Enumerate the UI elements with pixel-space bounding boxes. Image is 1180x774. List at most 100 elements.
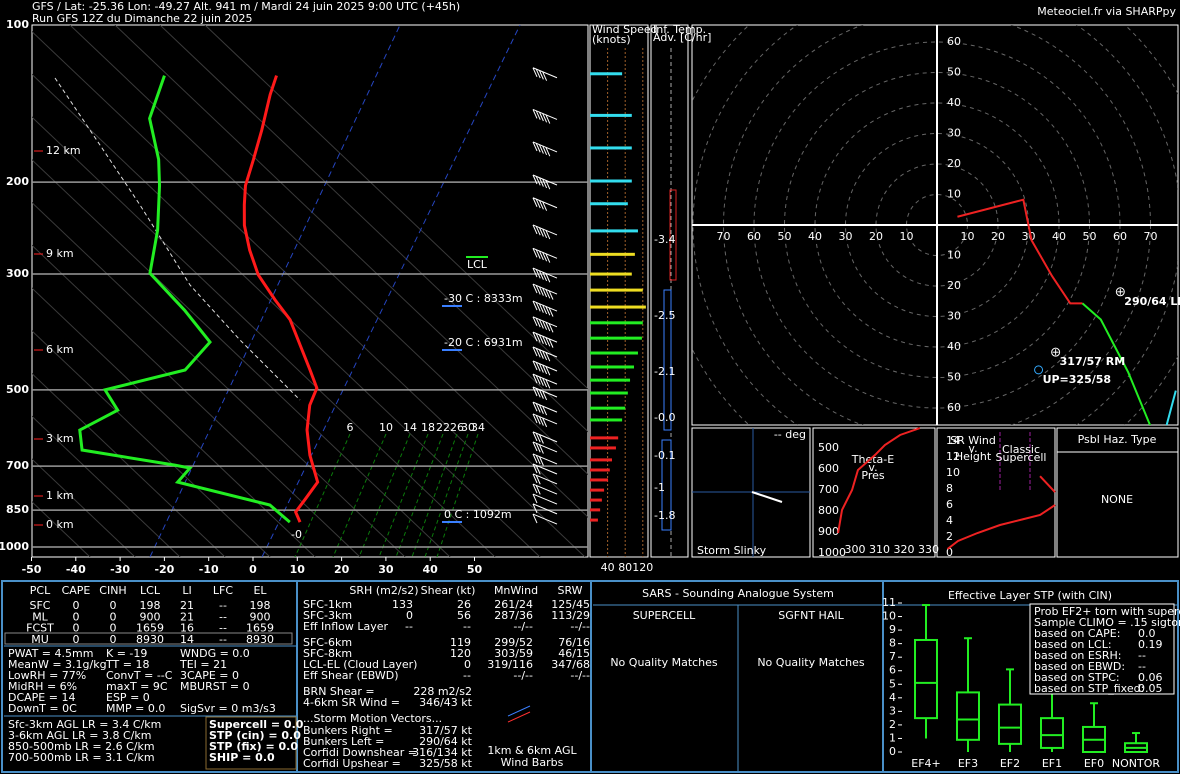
barb-glyph: [507, 705, 531, 717]
hodograph-tick-label: 30: [839, 230, 853, 243]
wind-barb-feather: [535, 465, 541, 475]
sr-wind-note: Classic: [1002, 443, 1040, 456]
index-cell: MidRH = 6%: [8, 680, 77, 693]
sr-wind-tick-label: 2: [946, 530, 953, 543]
theta-e-p-label: 1000: [818, 546, 846, 559]
wind-speed-bar: [590, 478, 609, 482]
temp-tick-label: -50: [22, 563, 42, 576]
wind-speed-bar: [590, 378, 631, 382]
temp-tick-label: 40: [423, 563, 439, 576]
wind-barb-feather: [542, 390, 548, 401]
wind-barb-feather: [538, 270, 544, 280]
wind-barb-staff: [532, 413, 558, 425]
height-label: 0 km: [46, 518, 74, 531]
wind-barb-staff: [532, 67, 558, 79]
dry-adiabat: [32, 159, 451, 557]
dry-adiabat: [32, 458, 136, 557]
height-label: 1 km: [46, 489, 74, 502]
wind-barb-feather: [538, 70, 544, 80]
parcel-cell: 0: [73, 599, 80, 612]
wind-barb-feather: [532, 413, 538, 424]
skewt-annotation: 0 C : 1092m: [444, 508, 512, 521]
hodograph-tick-label: 60: [947, 401, 961, 414]
parcel-cell: 0: [73, 633, 80, 646]
prob-row: 0.0: [1138, 627, 1156, 640]
wind-barb-feather: [535, 333, 541, 343]
wind-barb-staff: [532, 141, 558, 153]
hodograph-tick-label: 70: [717, 230, 731, 243]
wind-barb-staff: [532, 346, 558, 358]
header-run: Run GFS 12Z du Dimanche 22 juin 2025: [32, 12, 252, 25]
storm-motion: Corfidi Upshear =: [303, 757, 401, 770]
parcel-header: CINH: [99, 584, 126, 597]
wind-barb-feather: [545, 179, 551, 190]
hodograph-tick-label: 20: [947, 157, 961, 170]
wind-barb-feather: [532, 141, 538, 152]
kinematic-header: SRH (m2/s2): [349, 584, 418, 597]
prob-row: 0.19: [1138, 638, 1163, 651]
kinematic-cell: 287/36: [494, 609, 533, 622]
index-cell: MBURST = 0: [180, 680, 250, 693]
wind-barb-feather: [545, 146, 551, 157]
hodograph-tick-label: 40: [808, 230, 822, 243]
sr-wind-tick-label: 8: [946, 482, 953, 495]
kinematic-line: BRN Shear =: [303, 685, 375, 698]
wind-barb-feather: [538, 144, 544, 154]
kinematic-cell: 119: [450, 636, 471, 649]
hodograph-tick-label: 60: [1113, 230, 1127, 243]
wind-speed-bar: [590, 446, 616, 450]
hazard-value: NONE: [1101, 493, 1133, 506]
wind-barb-feather: [532, 483, 538, 494]
parcel-cell: 8930: [136, 633, 164, 646]
wind-speed-bar: [590, 468, 610, 472]
wind-barb-staff: [532, 331, 558, 343]
hazard-frame: [1056, 427, 1179, 558]
wind-speed-title: Wind Speed: [592, 23, 658, 36]
parcel-cell: 0: [110, 610, 117, 623]
stp-tick-label: 5: [889, 677, 896, 690]
wind-barb-feather: [532, 473, 538, 484]
wind-barb-staff: [532, 174, 558, 186]
wind-barb-feather: [535, 317, 541, 328]
wind-speed-bar: [590, 391, 628, 395]
kinematic-cell: SFC-6km: [303, 636, 352, 649]
wind-speed-bar: [590, 418, 623, 422]
mixing-ratio-line: [294, 433, 351, 557]
parcel-cell: 21: [180, 599, 194, 612]
stp-box: [914, 638, 938, 720]
kinematic-cell: SFC-1km: [303, 598, 352, 611]
composite-index: SHIP = 0.0: [209, 751, 275, 764]
wind-speed-tick-label: 120: [632, 561, 653, 574]
sr-wind-tick-label: 10: [946, 466, 960, 479]
temp-tick-label: 0: [249, 563, 257, 576]
parcel-cell: 900: [140, 610, 161, 623]
wind-barb-feather: [538, 250, 544, 261]
wind-barb-feather: [532, 109, 538, 119]
temp-adv-label: -0.0: [654, 411, 675, 424]
wind-barb-feather: [548, 323, 554, 333]
wind-barb-feather: [532, 197, 538, 207]
temp-adv-label: -3.4: [654, 233, 675, 246]
prob-row: 0.06: [1138, 671, 1163, 684]
theta-e-title: Pres: [861, 469, 884, 482]
parcel-cell: --: [219, 633, 227, 646]
wind-barb-feather: [535, 388, 541, 398]
stp-tick-label: 6: [889, 664, 896, 677]
temp-tick-label: -30: [110, 563, 130, 576]
wind-barb-feather: [542, 377, 548, 388]
wind-barb-feather: [542, 364, 548, 375]
wind-barb-feather: [538, 177, 544, 187]
wind-barb-feather: [532, 174, 538, 185]
sars-result: No Quality Matches: [757, 656, 865, 669]
wind-barb-feather: [535, 198, 541, 209]
composite-index: Supercell = 0.0: [209, 718, 304, 731]
parcel-cell: 0: [110, 633, 117, 646]
mixing-ratio-line: [424, 433, 469, 557]
index-cell: K = -19: [106, 647, 147, 660]
temp-adv-title: Inf. Temp.: [653, 23, 706, 36]
sr-wind-tick-label: 6: [946, 498, 953, 511]
wind-barb-feather: [542, 335, 548, 346]
stp-tick-label: 2: [889, 718, 896, 731]
wind-barb-feather: [542, 304, 548, 315]
wind-barb-feather: [545, 114, 551, 124]
